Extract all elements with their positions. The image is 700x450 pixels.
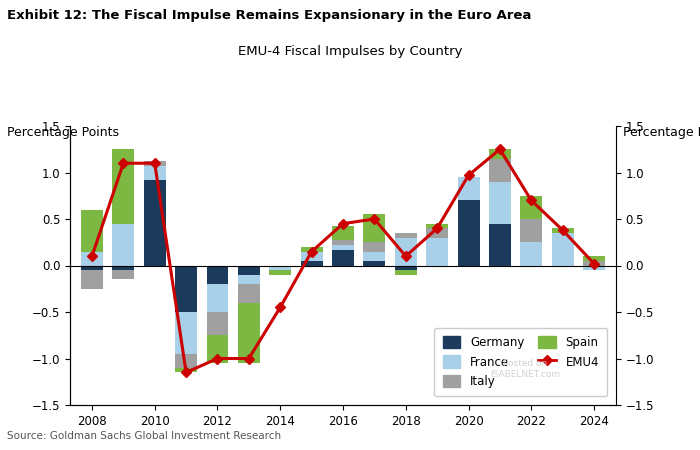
- Bar: [206, 312, 228, 335]
- Bar: [175, 354, 197, 368]
- Bar: [458, 200, 480, 266]
- Bar: [238, 266, 260, 275]
- Bar: [395, 270, 416, 275]
- Bar: [175, 368, 197, 373]
- Bar: [270, 266, 291, 270]
- Bar: [489, 224, 511, 266]
- Bar: [238, 284, 260, 303]
- Bar: [363, 242, 386, 252]
- Bar: [206, 284, 228, 312]
- Bar: [520, 219, 542, 242]
- Text: EMU-4 Fiscal Impulses by Country: EMU-4 Fiscal Impulses by Country: [238, 45, 462, 58]
- Bar: [426, 224, 448, 228]
- Bar: [363, 252, 386, 261]
- Bar: [332, 250, 354, 266]
- Bar: [426, 266, 448, 267]
- Text: Source: Goldman Sachs Global Investment Research: Source: Goldman Sachs Global Investment …: [7, 431, 281, 441]
- Bar: [363, 214, 386, 242]
- Bar: [520, 196, 542, 219]
- Bar: [583, 266, 605, 270]
- Text: Exhibit 12: The Fiscal Impulse Remains Expansionary in the Euro Area: Exhibit 12: The Fiscal Impulse Remains E…: [7, 9, 531, 22]
- Bar: [363, 261, 386, 266]
- Bar: [426, 228, 448, 238]
- Text: Posted on
ISABELNET.com: Posted on ISABELNET.com: [490, 359, 560, 379]
- Bar: [520, 266, 542, 267]
- Bar: [81, 252, 103, 266]
- Text: Percentage Points: Percentage Points: [7, 126, 119, 139]
- Bar: [144, 162, 166, 166]
- Bar: [458, 177, 480, 200]
- Bar: [144, 166, 166, 180]
- Bar: [395, 238, 416, 266]
- Bar: [175, 312, 197, 354]
- Bar: [520, 242, 542, 266]
- Bar: [332, 245, 354, 250]
- Legend: Germany, France, Italy, Spain, EMU4: Germany, France, Italy, Spain, EMU4: [435, 328, 608, 396]
- Bar: [144, 180, 166, 266]
- Bar: [395, 266, 416, 270]
- Bar: [395, 233, 416, 238]
- Bar: [113, 149, 134, 224]
- Bar: [113, 224, 134, 266]
- Bar: [489, 149, 511, 158]
- Bar: [552, 233, 573, 266]
- Text: Percentage Points: Percentage Points: [623, 126, 700, 139]
- Bar: [270, 270, 291, 275]
- Bar: [583, 256, 605, 261]
- Bar: [300, 252, 323, 261]
- Bar: [175, 266, 197, 312]
- Bar: [206, 335, 228, 363]
- Bar: [81, 270, 103, 289]
- Bar: [332, 240, 354, 245]
- Bar: [489, 182, 511, 224]
- Bar: [238, 275, 260, 284]
- Bar: [300, 247, 323, 252]
- Bar: [426, 238, 448, 266]
- Bar: [81, 266, 103, 270]
- Bar: [81, 210, 103, 252]
- Bar: [113, 270, 134, 279]
- Bar: [238, 303, 260, 363]
- Bar: [332, 226, 354, 240]
- Bar: [113, 266, 134, 270]
- Bar: [206, 266, 228, 284]
- Bar: [552, 228, 573, 233]
- Bar: [300, 261, 323, 266]
- Bar: [489, 158, 511, 182]
- Bar: [583, 261, 605, 266]
